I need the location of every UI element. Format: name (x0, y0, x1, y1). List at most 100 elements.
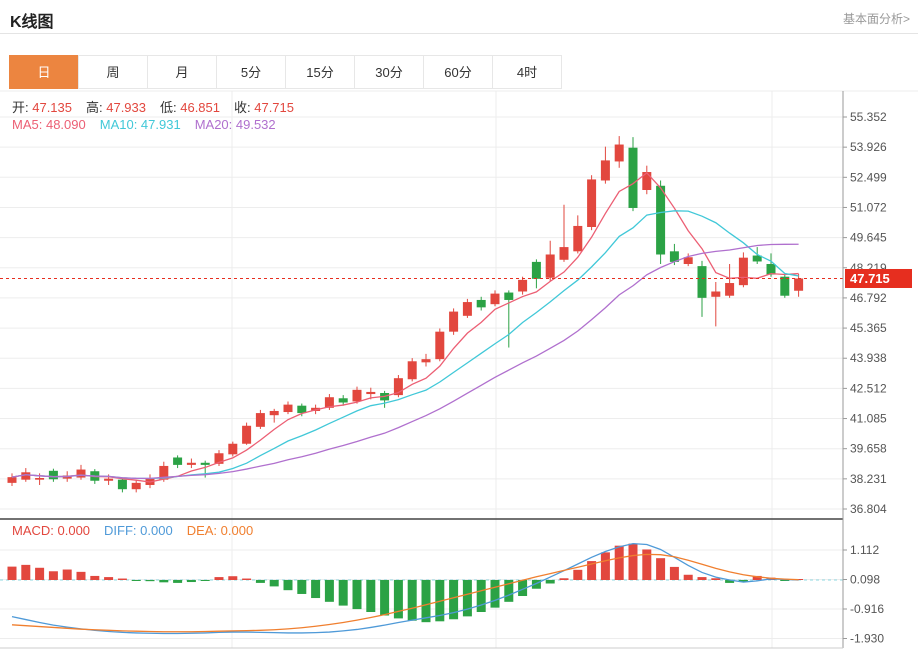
candle-body (794, 278, 804, 291)
candle-body (490, 293, 500, 305)
candle-body (255, 413, 265, 427)
legend-item: MACD: 0.000 (12, 523, 91, 538)
tab-4时[interactable]: 4时 (492, 55, 562, 89)
candle-body (407, 361, 417, 380)
macd-bar (214, 577, 224, 580)
candle-body (421, 359, 431, 363)
legend-item: DEA: 0.000 (186, 523, 254, 538)
macd-bar (600, 552, 610, 580)
legend-item: MA20: 49.532 (194, 117, 276, 132)
tab-月[interactable]: 月 (147, 55, 217, 89)
macd-bar (587, 561, 597, 580)
candle-body (476, 299, 486, 308)
macd-bar (462, 580, 472, 617)
y-axis-label: 52.499 (850, 170, 887, 184)
candle-body (766, 264, 776, 275)
macd-bar (324, 580, 334, 602)
current-price-tag (845, 268, 912, 288)
tab-周[interactable]: 周 (78, 55, 148, 89)
candle-body (366, 391, 376, 395)
candle-body (131, 482, 141, 490)
interval-tab-bar: 日周月 5分 15分 30分 60分 4时 (9, 55, 562, 89)
candle-body (683, 257, 693, 265)
macd-bar (62, 569, 72, 580)
macd-bar (738, 580, 748, 582)
macd-bar (297, 580, 307, 594)
macd-bar (131, 580, 141, 581)
macd-bar (255, 580, 265, 583)
macd-bar (48, 571, 58, 580)
tab-30分[interactable]: 30分 (354, 55, 424, 89)
tab-60分[interactable]: 60分 (423, 55, 493, 89)
macd-bar (366, 580, 376, 613)
macd-bar (725, 580, 735, 583)
macd-bar (104, 577, 114, 580)
macd-bar (449, 580, 459, 620)
candle-body (504, 292, 514, 300)
candle-body (159, 465, 169, 480)
y-axis-label: 42.512 (850, 381, 887, 395)
legend-item: 高: 47.933 (86, 100, 146, 115)
y-axis-label: 41.085 (850, 412, 887, 426)
tab-日[interactable]: 日 (9, 55, 79, 89)
macd-bar (697, 577, 707, 580)
candle-body (711, 291, 721, 297)
candle-body (752, 255, 762, 262)
header-divider (0, 33, 918, 34)
page-title: K线图 (10, 14, 54, 31)
macd-bar (669, 566, 679, 580)
y-axis-label: 43.938 (850, 351, 887, 365)
macd-bar (656, 558, 666, 580)
candle-body (352, 389, 362, 402)
candle-body (338, 398, 348, 403)
candle-body (614, 144, 624, 162)
candle-body (531, 261, 541, 279)
macd-bar (186, 580, 196, 583)
macd-legend: MACD: 0.000 DIFF: 0.000 DEA: 0.000 (12, 523, 267, 538)
candle-body (324, 397, 334, 408)
macd-bar (76, 571, 86, 580)
macd-bar (504, 580, 514, 602)
current-price-tag-label: 47.715 (850, 271, 890, 286)
tab-15分[interactable]: 15分 (285, 55, 355, 89)
y-axis-label: 53.926 (850, 140, 887, 154)
legend-item: 收: 47.715 (234, 100, 294, 115)
candle-body (7, 477, 17, 483)
fundamental-analysis-link[interactable]: 基本面分析> (842, 12, 910, 26)
macd-bar (628, 543, 638, 580)
candle-body (780, 276, 790, 296)
macd-bar (352, 580, 362, 610)
ma-legend: MA5: 48.090 MA10: 47.931 MA20: 49.532 (12, 117, 290, 132)
macd-bar (35, 567, 45, 580)
macd-axis-label: 0.098 (850, 573, 880, 587)
macd-bar (780, 580, 790, 581)
macd-bar (752, 575, 762, 580)
candle-body (642, 172, 652, 190)
macd-bar (407, 580, 417, 621)
macd-bar (573, 569, 583, 580)
candle-body (462, 302, 472, 316)
candle-body (117, 479, 127, 490)
macd-bar (380, 580, 390, 616)
candle-body (435, 331, 445, 360)
candle-body (449, 311, 459, 332)
candle-body (559, 247, 569, 260)
tab-5分[interactable]: 5分 (216, 55, 286, 89)
candle-body (738, 257, 748, 286)
macd-bar (228, 576, 238, 580)
candle-body (669, 251, 679, 262)
macd-bar (490, 580, 500, 608)
dea-line (11, 553, 799, 633)
macd-bar (242, 578, 252, 580)
macd-bar (338, 580, 348, 606)
macd-bar (269, 580, 279, 587)
candle-body (600, 160, 610, 181)
candle-body (104, 478, 114, 481)
macd-bar (518, 580, 528, 597)
y-axis-label: 55.352 (850, 110, 887, 124)
macd-bar (642, 549, 652, 580)
macd-bar (559, 578, 569, 580)
macd-bar (711, 578, 721, 580)
macd-bar (200, 580, 210, 581)
macd-bar (683, 574, 693, 580)
